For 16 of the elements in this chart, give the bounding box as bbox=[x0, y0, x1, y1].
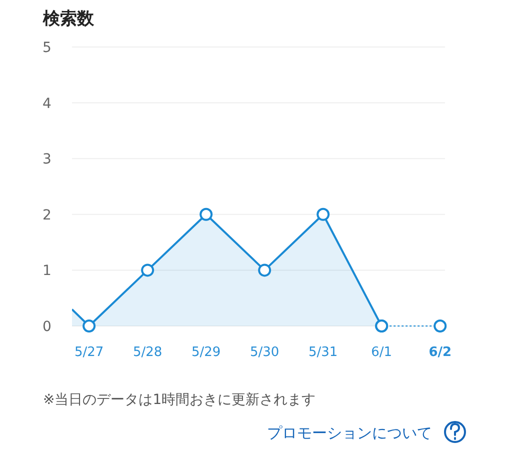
text: ※当日のデータは1時間おきに更新されます bbox=[43, 392, 316, 408]
text: プロモーションについて bbox=[267, 424, 432, 442]
x-tick-label: 5/29 bbox=[191, 345, 221, 360]
x-tick-label: 5/28 bbox=[132, 345, 162, 360]
y-tick-label: 5 bbox=[42, 40, 52, 56]
chart-title: 検索数 bbox=[42, 9, 95, 29]
x-tick-label: 6/1 bbox=[371, 345, 392, 360]
x-tick-label: 6/2 bbox=[428, 345, 452, 360]
y-tick-label: 1 bbox=[42, 263, 52, 280]
x-tick-label: 5/31 bbox=[308, 345, 338, 360]
y-tick-label: 0 bbox=[42, 319, 52, 335]
y-tick-label: 2 bbox=[42, 207, 52, 224]
y-tick-label: 3 bbox=[42, 152, 52, 168]
y-tick-label: 4 bbox=[42, 96, 52, 112]
x-tick-label: 5/30 bbox=[250, 345, 280, 360]
x-tick-label: 5/27 bbox=[74, 345, 104, 360]
